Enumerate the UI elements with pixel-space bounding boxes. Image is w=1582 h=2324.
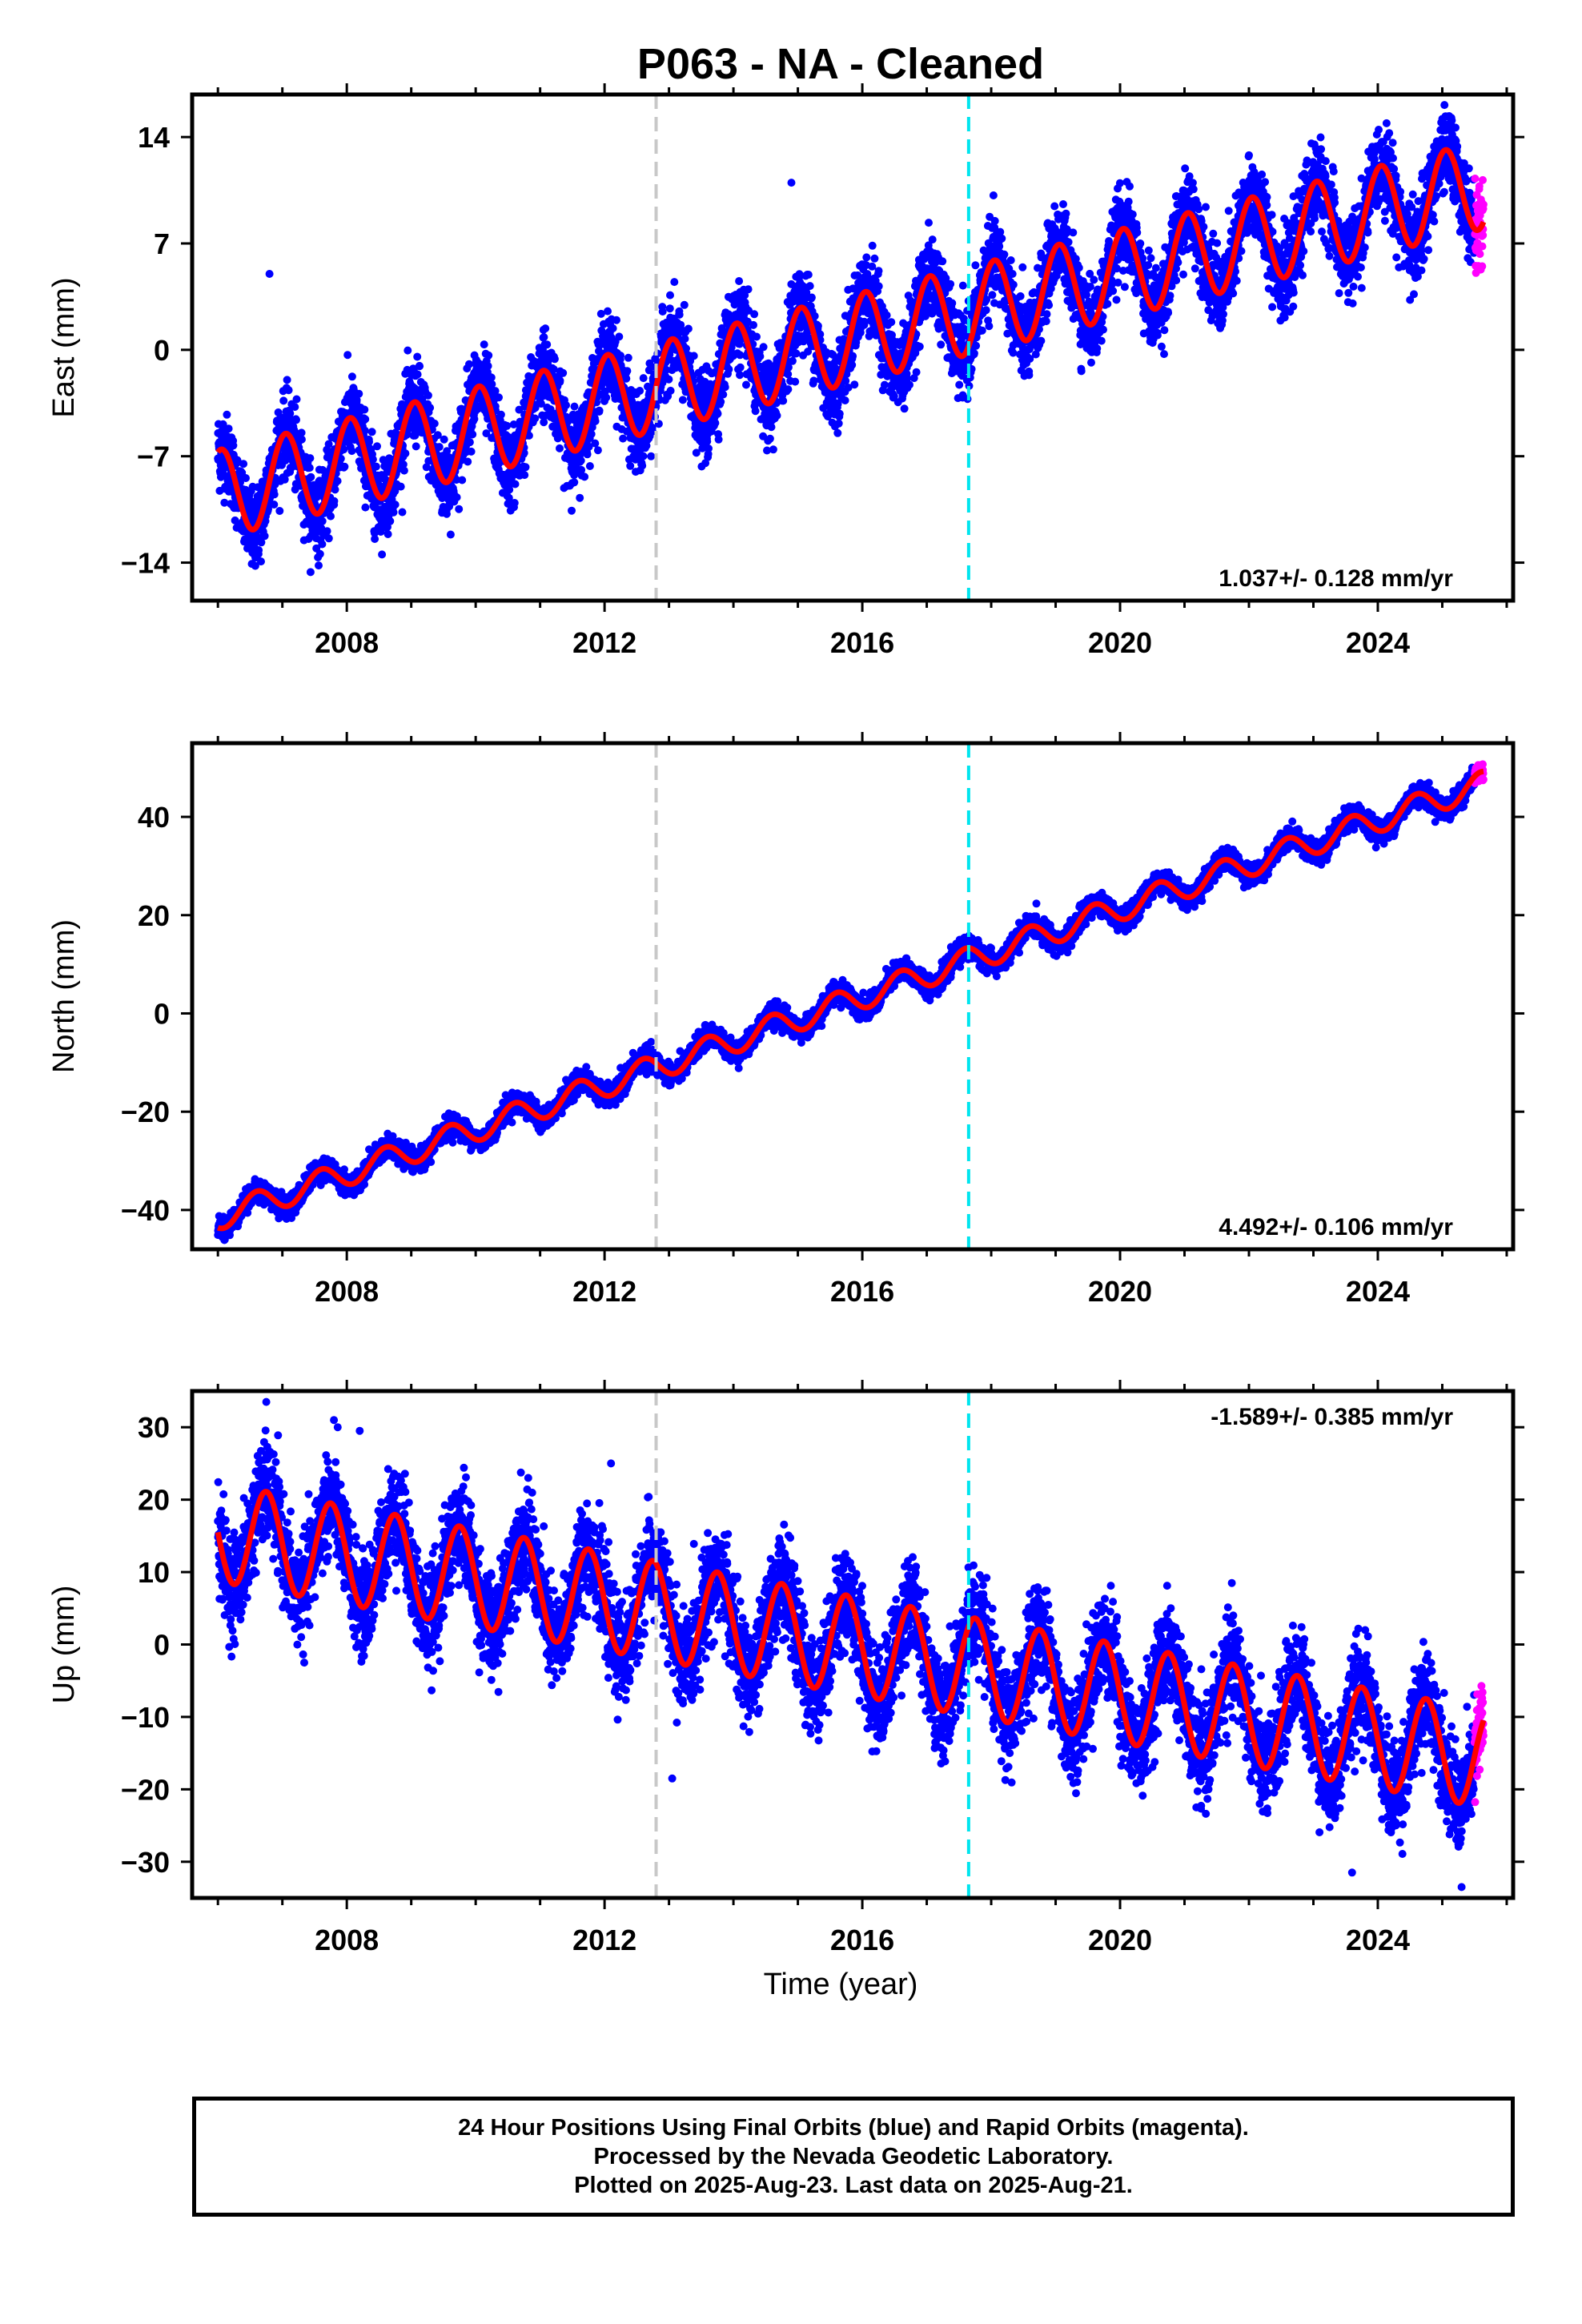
x-tick-label: 2012 [572,626,636,659]
x-tick-label: 2012 [572,1924,636,1956]
y-tick-label: −40 [121,1194,170,1227]
y-tick-label: 0 [154,997,170,1030]
x-tick-label: 2020 [1088,1275,1152,1308]
panel-north: 2008 2012 2016 2020 2024 −40 −20 0 20 40 North (mm… [47,732,1524,1308]
x-tick-label: 2016 [830,1275,894,1308]
y-tick-label: 0 [154,1629,170,1662]
figure-title: P063 - NA - Cleaned [637,40,1044,88]
y-axis-label: East (mm) [47,277,81,417]
footer-line-3: Plotted on 2025-Aug-23. Last data on 202… [574,2173,1133,2198]
y-tick-label: 10 [138,1556,170,1589]
y-tick-label: −20 [121,1096,170,1128]
y-axis-label: North (mm) [47,919,81,1073]
data-points [214,101,1488,577]
velocity-rate-label: -1.589+/- 0.385 mm/yr [1211,1404,1453,1430]
y-tick-label: −30 [121,1846,170,1879]
velocity-rate-label: 1.037+/- 0.128 mm/yr [1219,565,1453,592]
x-tick-label: 2024 [1346,1924,1410,1956]
x-axis-label: Time (year) [764,1968,918,2001]
x-tick-label: 2020 [1088,626,1152,659]
footer-line-1: 24 Hour Positions Using Final Orbits (bl… [458,2115,1249,2141]
y-tick-label: 14 [138,121,170,154]
y-tick-label: 7 [154,227,170,260]
plot-frame [190,741,1516,1252]
footer-note: 24 Hour Positions Using Final Orbits (bl… [192,2097,1515,2217]
y-tick-label: −10 [121,1701,170,1734]
x-tick-label: 2008 [315,626,379,659]
y-tick-label: 30 [138,1411,170,1444]
y-tick-label: 20 [138,1484,170,1517]
model-fit-line [215,1489,1487,1806]
y-tick-label: −7 [137,440,170,473]
x-tick-label: 2016 [830,626,894,659]
x-tick-label: 2024 [1346,1275,1410,1308]
velocity-rate-label: 4.492+/- 0.106 mm/yr [1219,1214,1453,1240]
model-fit-line [215,147,1487,533]
model-fit-line [215,768,1486,1232]
x-tick-label: 2008 [315,1275,379,1308]
y-tick-label: 40 [138,801,170,834]
footer-line-2: Processed by the Nevada Geodetic Laborat… [593,2144,1114,2169]
data-points [214,760,1488,1244]
plot-frame [190,92,1516,603]
y-tick-label: −14 [121,547,170,580]
panel-east: 2008 2012 2016 2020 2024 −14 −7 0 7 14 East (mm) 1.… [47,83,1524,659]
panel-up: 2008 2012 2016 2020 2024 −30 −20 −10 0 10 20 30 Up (… [47,1380,1524,1956]
y-axis-label: Up (mm) [47,1586,81,1704]
x-tick-label: 2012 [572,1275,636,1308]
y-tick-label: −20 [121,1773,170,1806]
data-points [214,1397,1488,1892]
x-tick-label: 2008 [315,1924,379,1956]
y-tick-label: 0 [154,334,170,367]
y-tick-label: 20 [138,899,170,932]
x-tick-label: 2020 [1088,1924,1152,1956]
x-tick-label: 2016 [830,1924,894,1956]
x-tick-label: 2024 [1346,626,1410,659]
